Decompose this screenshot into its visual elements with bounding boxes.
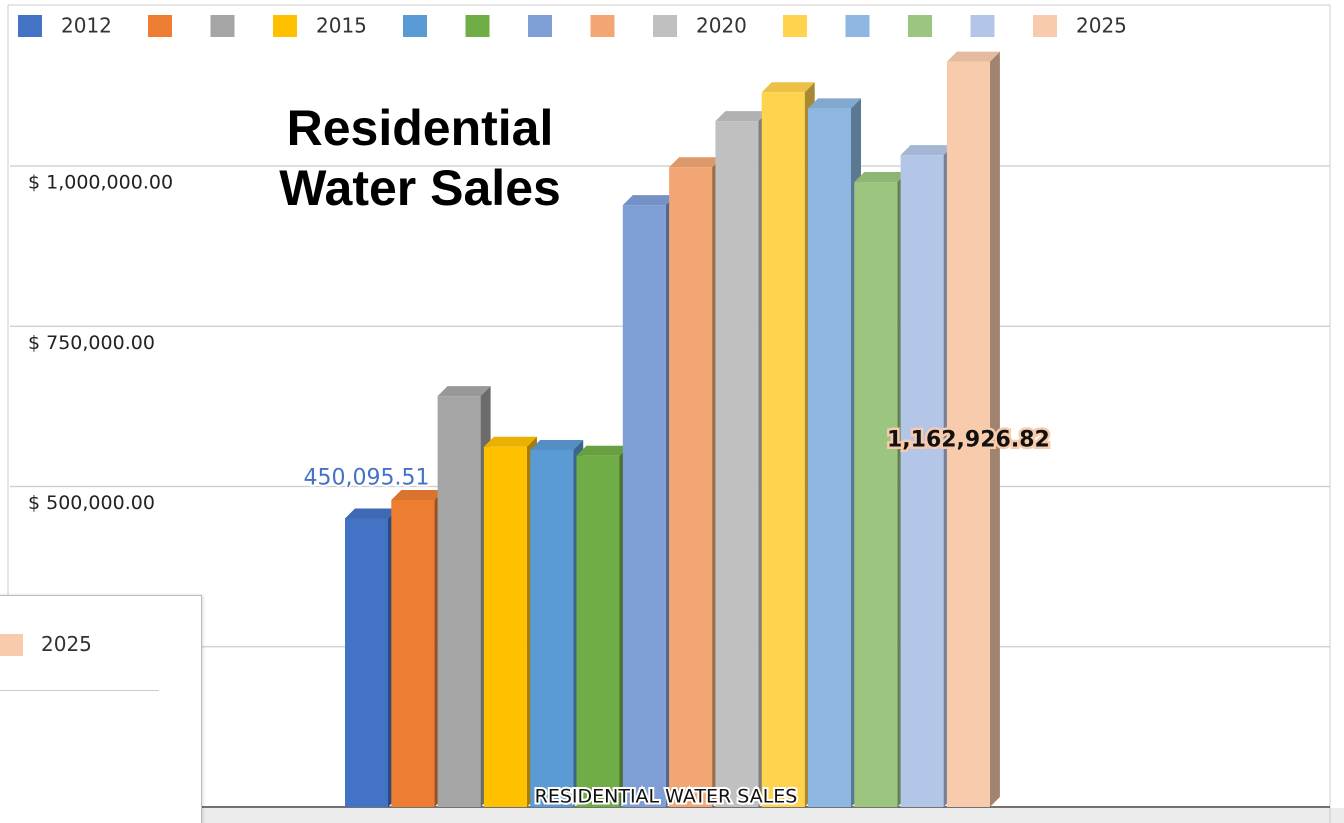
bar-top-shade — [530, 439, 584, 450]
bar-top — [808, 98, 861, 109]
bar-top-shade — [900, 145, 954, 156]
bar-top-shade — [391, 489, 445, 500]
bar-top — [715, 111, 769, 122]
legend-label: 2025 — [1076, 14, 1127, 38]
legend-popup: 2025 — [0, 595, 202, 823]
bar-top-shade — [576, 445, 630, 456]
legend-label: 2025 — [41, 632, 92, 656]
legend-swatch — [845, 15, 870, 37]
bar — [854, 182, 898, 807]
bar-top-shade — [761, 82, 815, 93]
bar-top-shade — [437, 386, 491, 397]
bar — [345, 518, 388, 807]
bar — [530, 449, 574, 807]
bar-top — [946, 51, 1000, 62]
bar — [576, 455, 620, 807]
data-label: 450,095.51 — [304, 465, 430, 490]
bar — [761, 92, 805, 808]
x-tick-label: RESIDENTIAL WATER SALES — [535, 786, 798, 808]
legend-label: 2012 — [61, 14, 112, 38]
bar-top-shade — [483, 436, 537, 447]
bar-top — [530, 439, 584, 450]
data-label: 1,162,926.82 — [887, 427, 1050, 452]
bar-top-shade — [345, 508, 398, 519]
legend-swatch — [403, 15, 427, 37]
legend-swatch — [273, 15, 297, 37]
bar-top-shade — [808, 98, 861, 109]
legend-swatch — [1033, 15, 1057, 37]
bar-side-shade — [989, 51, 1000, 807]
legend-swatch — [908, 15, 932, 37]
bar — [715, 121, 759, 808]
legend-swatch — [970, 15, 995, 37]
floor-strip — [200, 808, 1344, 823]
legend-swatch — [465, 15, 490, 37]
legend-swatch — [0, 634, 23, 656]
bar-top — [437, 386, 491, 397]
bar — [669, 167, 713, 807]
bar — [808, 108, 851, 808]
bar — [900, 155, 944, 807]
legend-swatch — [783, 15, 807, 37]
bar — [622, 205, 666, 807]
y-tick-label: $ 750,000.00 — [28, 332, 155, 354]
legend-swatch — [528, 15, 552, 37]
bar — [483, 446, 527, 807]
bar — [437, 396, 481, 807]
bar-top-shade — [946, 51, 1000, 62]
legend-swatch — [590, 15, 615, 37]
bar-top — [669, 157, 723, 168]
bar-top-shade — [715, 111, 769, 122]
bar-top — [622, 195, 676, 206]
bar-side — [989, 51, 1000, 807]
bar — [946, 61, 990, 807]
bar-top-shade — [669, 157, 723, 168]
legend-swatch — [148, 15, 172, 37]
bar-top — [576, 445, 630, 456]
divider — [0, 690, 159, 691]
legend-label: 2015 — [316, 14, 367, 38]
legend-label: 2020 — [696, 14, 747, 38]
y-tick-label: $ 1,000,000.00 — [28, 172, 173, 194]
bar-top — [483, 436, 537, 447]
bar-top — [391, 489, 445, 500]
bar-top — [761, 82, 815, 93]
legend-swatch — [18, 15, 42, 37]
bar-top — [345, 508, 398, 519]
bar-top — [900, 145, 954, 156]
chart-title: Residential Water Sales — [279, 100, 561, 216]
bar-top — [854, 172, 908, 183]
bar — [391, 499, 435, 807]
legend-swatch — [653, 15, 677, 37]
legend-swatch — [210, 15, 235, 37]
bar-top-shade — [854, 172, 908, 183]
y-tick-label: $ 500,000.00 — [28, 492, 155, 514]
bar-top-shade — [622, 195, 676, 206]
